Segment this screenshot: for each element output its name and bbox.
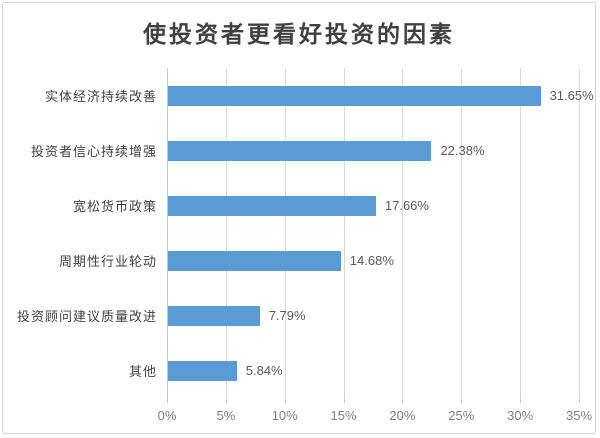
axis-tick <box>579 398 580 403</box>
category-label: 投资者信心持续增强 <box>30 144 157 159</box>
category-label: 其他 <box>128 364 157 379</box>
x-axis-label: 30% <box>507 408 534 423</box>
bar <box>168 305 260 326</box>
y-axis-line <box>167 68 168 398</box>
axis-tick <box>520 398 522 403</box>
x-axis-label: 10% <box>271 408 298 423</box>
value-label: 5.84% <box>245 363 283 378</box>
gridline <box>520 68 522 398</box>
gridline <box>402 68 404 398</box>
gridline <box>461 68 463 398</box>
x-axis-label: 35% <box>565 408 593 423</box>
axis-tick <box>284 398 286 403</box>
x-axis-label: 15% <box>330 408 357 423</box>
gridline <box>343 68 345 398</box>
bar <box>168 250 341 271</box>
x-axis-label: 0% <box>157 408 177 423</box>
category-label: 实体经济持续改善 <box>44 89 157 104</box>
category-label: 周期性行业轮动 <box>58 254 157 269</box>
bar <box>168 85 541 106</box>
axis-tick <box>461 398 463 403</box>
value-label: 31.65% <box>549 88 594 103</box>
gridline <box>284 68 286 398</box>
value-label: 17.66% <box>384 198 429 213</box>
value-label: 7.79% <box>268 308 306 323</box>
axis-tick <box>167 398 168 403</box>
axis-tick <box>343 398 345 403</box>
chart-container: 使投资者更看好投资的因素 0% 5% 10% 15% 20% 25% 30% 35% 实体经济持… <box>2 2 596 434</box>
x-axis-label: 20% <box>389 408 416 423</box>
value-label: 22.38% <box>440 143 485 158</box>
value-label: 14.68% <box>349 253 394 268</box>
chart-title: 使投资者更看好投资的因素 <box>143 21 455 47</box>
x-axis-label: 25% <box>448 408 475 423</box>
bar <box>168 140 432 161</box>
category-label: 宽松货币政策 <box>72 199 157 214</box>
axis-tick <box>402 398 404 403</box>
bar <box>168 360 237 381</box>
category-label: 投资顾问建议质量改进 <box>16 309 157 324</box>
x-axis-label: 5% <box>216 408 236 423</box>
gridline <box>225 68 227 398</box>
gridline <box>579 68 580 398</box>
bar <box>168 195 376 216</box>
axis-tick <box>225 398 227 403</box>
